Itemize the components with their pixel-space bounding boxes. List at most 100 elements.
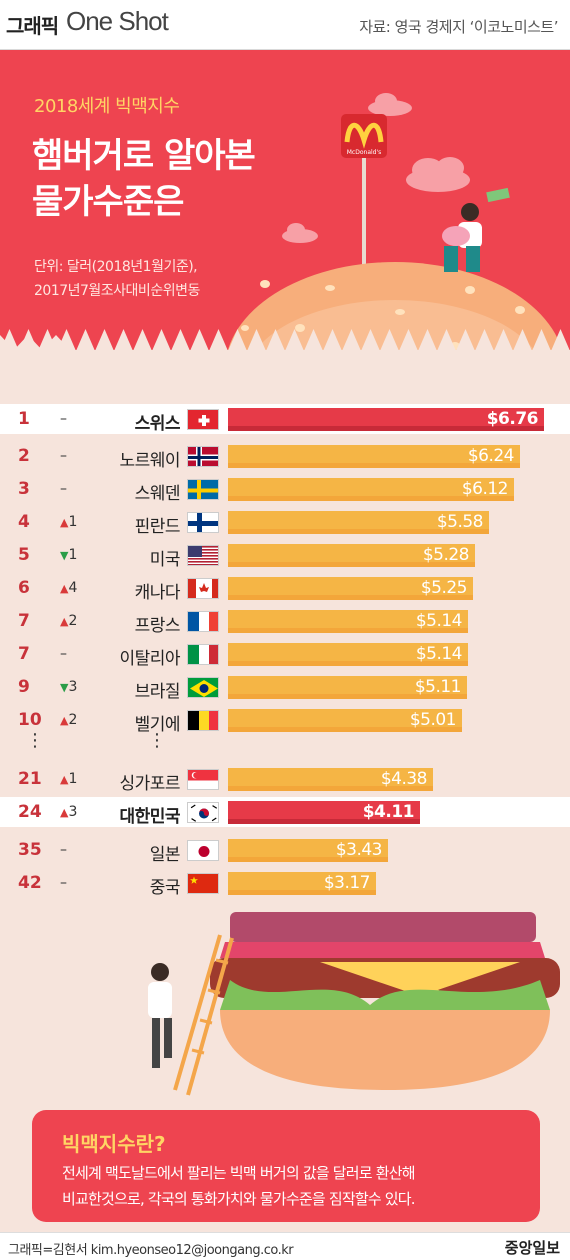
triangle-up-icon: ▲	[60, 714, 69, 727]
bar: $5.58	[228, 511, 489, 534]
norway-flag-icon	[187, 446, 219, 467]
bar-value-label: $4.11	[362, 802, 415, 822]
bar: $5.14	[228, 610, 468, 633]
rank-label: 35	[18, 840, 42, 860]
cloud-icon	[406, 157, 470, 192]
country-ellipsis: ⋮	[148, 730, 166, 751]
chart-row-4: 4 ▲1 핀란드 $5.58	[0, 507, 570, 537]
rank-change: –	[60, 875, 67, 891]
bar: $5.01	[228, 709, 462, 732]
italy-flag-icon	[187, 644, 219, 665]
unit-note-line2: 2017년7월조사대비순위변동	[34, 283, 200, 299]
rank-change: ▼1	[60, 547, 77, 563]
chef-on-ladder-icon	[148, 934, 234, 1096]
chart-row-1: 1 – 스위스 $6.76	[0, 404, 570, 434]
zigzag-edge	[0, 329, 570, 350]
korea-flag-icon	[187, 802, 219, 823]
info-title: 빅맥지수란?	[62, 1132, 166, 1156]
switzerland-flag-icon	[187, 409, 219, 430]
chart-row-8: 7 – 이탈리아 $5.14	[0, 639, 570, 669]
graphic-credit: 그래픽=김현서 kim.hyeonseo12@joongang.co.kr	[8, 1243, 294, 1258]
rank-change: –	[60, 411, 67, 427]
bar: $6.24	[228, 445, 520, 468]
chart-row-5: 5 ▼1 미국 $5.28	[0, 540, 570, 570]
bar-value-label: $5.14	[415, 644, 463, 664]
rank-label: 7	[18, 611, 30, 631]
bar: $6.76	[228, 408, 544, 431]
rank-label: 10	[18, 710, 42, 730]
rank-change: –	[60, 646, 67, 662]
country-label: 핀란드	[134, 517, 181, 537]
country-label: 일본	[149, 845, 181, 865]
rank-label: 24	[18, 802, 42, 822]
country-label: 대한민국	[119, 807, 180, 827]
triangle-up-icon: ▲	[60, 773, 69, 786]
source-note: 자료: 영국 경제지 ‘이코노미스트’	[359, 18, 558, 36]
hero-title-line2: 물가수준은	[32, 182, 184, 222]
rank-label: 7	[18, 644, 30, 664]
rank-label: 5	[18, 545, 30, 565]
golden-arches-icon	[344, 122, 384, 149]
country-label: 벨기에	[134, 715, 181, 735]
bar-value-label: $3.43	[335, 840, 383, 860]
rank-label: 1	[18, 409, 30, 429]
brand-label: 그래픽	[6, 14, 59, 38]
rank-ellipsis: ⋮	[26, 730, 44, 751]
sign-brand-text: McDonald's	[347, 149, 382, 156]
rank-change: ▲3	[60, 804, 77, 820]
triangle-up-icon: ▲	[60, 615, 69, 628]
finland-flag-icon	[187, 512, 219, 533]
chart-row-12: 24 ▲3 대한민국 $4.11	[0, 797, 570, 827]
bar: $5.28	[228, 544, 475, 567]
bar-value-label: $6.12	[461, 479, 509, 499]
japan-flag-icon	[187, 840, 219, 861]
rank-change-value: 2	[68, 712, 78, 728]
usa-flag-icon	[187, 545, 219, 566]
bar-value-label: $5.58	[436, 512, 484, 532]
bar: $3.17	[228, 872, 376, 895]
info-box: 빅맥지수란? 전세계 맥도날드에서 팔리는 빅맥 버거의 값을 달러로 환산해 …	[32, 1110, 540, 1222]
rank-change-value: 1	[68, 547, 78, 563]
rank-change: ▲1	[60, 514, 77, 530]
rank-change: ▲4	[60, 580, 77, 596]
rank-change: ▼3	[60, 679, 77, 695]
country-label: 미국	[149, 550, 181, 570]
triangle-down-icon: ▼	[60, 549, 69, 562]
footer: 그래픽=김현서 kim.hyeonseo12@joongang.co.kr 중앙…	[0, 1232, 570, 1260]
china-flag-icon	[187, 873, 219, 894]
chart-row-14: 42 – 중국 $3.17	[0, 868, 570, 898]
belgium-flag-icon	[187, 710, 219, 731]
rank-label: 6	[18, 578, 30, 598]
country-label: 스위스	[134, 414, 181, 434]
brazil-flag-icon	[187, 677, 219, 698]
bar-value-label: $5.01	[409, 710, 457, 730]
bar-value-label: $3.17	[323, 873, 371, 893]
bar-value-label: $6.76	[486, 409, 539, 429]
chart-row-13: 35 – 일본 $3.43	[0, 835, 570, 865]
bar: $5.14	[228, 643, 468, 666]
chart-row-10: 10 ▲2 벨기에 $5.01	[0, 705, 570, 735]
country-label: 브라질	[134, 682, 181, 702]
rank-change: ▲1	[60, 771, 77, 787]
rank-change-value: 2	[68, 613, 78, 629]
country-label: 중국	[149, 878, 181, 898]
unit-note-line1: 단위: 달러(2018년1월기준),	[34, 259, 198, 275]
bar-value-label: $6.24	[467, 446, 515, 466]
rank-label: 4	[18, 512, 30, 532]
country-label: 노르웨이	[119, 451, 180, 471]
bar-value-label: $5.11	[414, 677, 462, 697]
country-label: 싱가포르	[119, 774, 180, 794]
rank-change-value: 4	[68, 580, 78, 596]
person-with-piggy-bank-icon	[442, 187, 510, 272]
brand-oneshot: One Shot	[66, 6, 169, 36]
rank-change: –	[60, 842, 67, 858]
cloud-icon	[368, 93, 412, 116]
bar-value-label: $4.38	[380, 769, 428, 789]
rank-change: –	[60, 481, 67, 497]
burger-illustration	[148, 912, 560, 1096]
country-label: 스웨덴	[134, 484, 181, 504]
bar: $4.11	[228, 801, 420, 824]
rank-label: 42	[18, 873, 42, 893]
bar: $5.25	[228, 577, 473, 600]
chart-row-2: 2 – 노르웨이 $6.24	[0, 441, 570, 471]
